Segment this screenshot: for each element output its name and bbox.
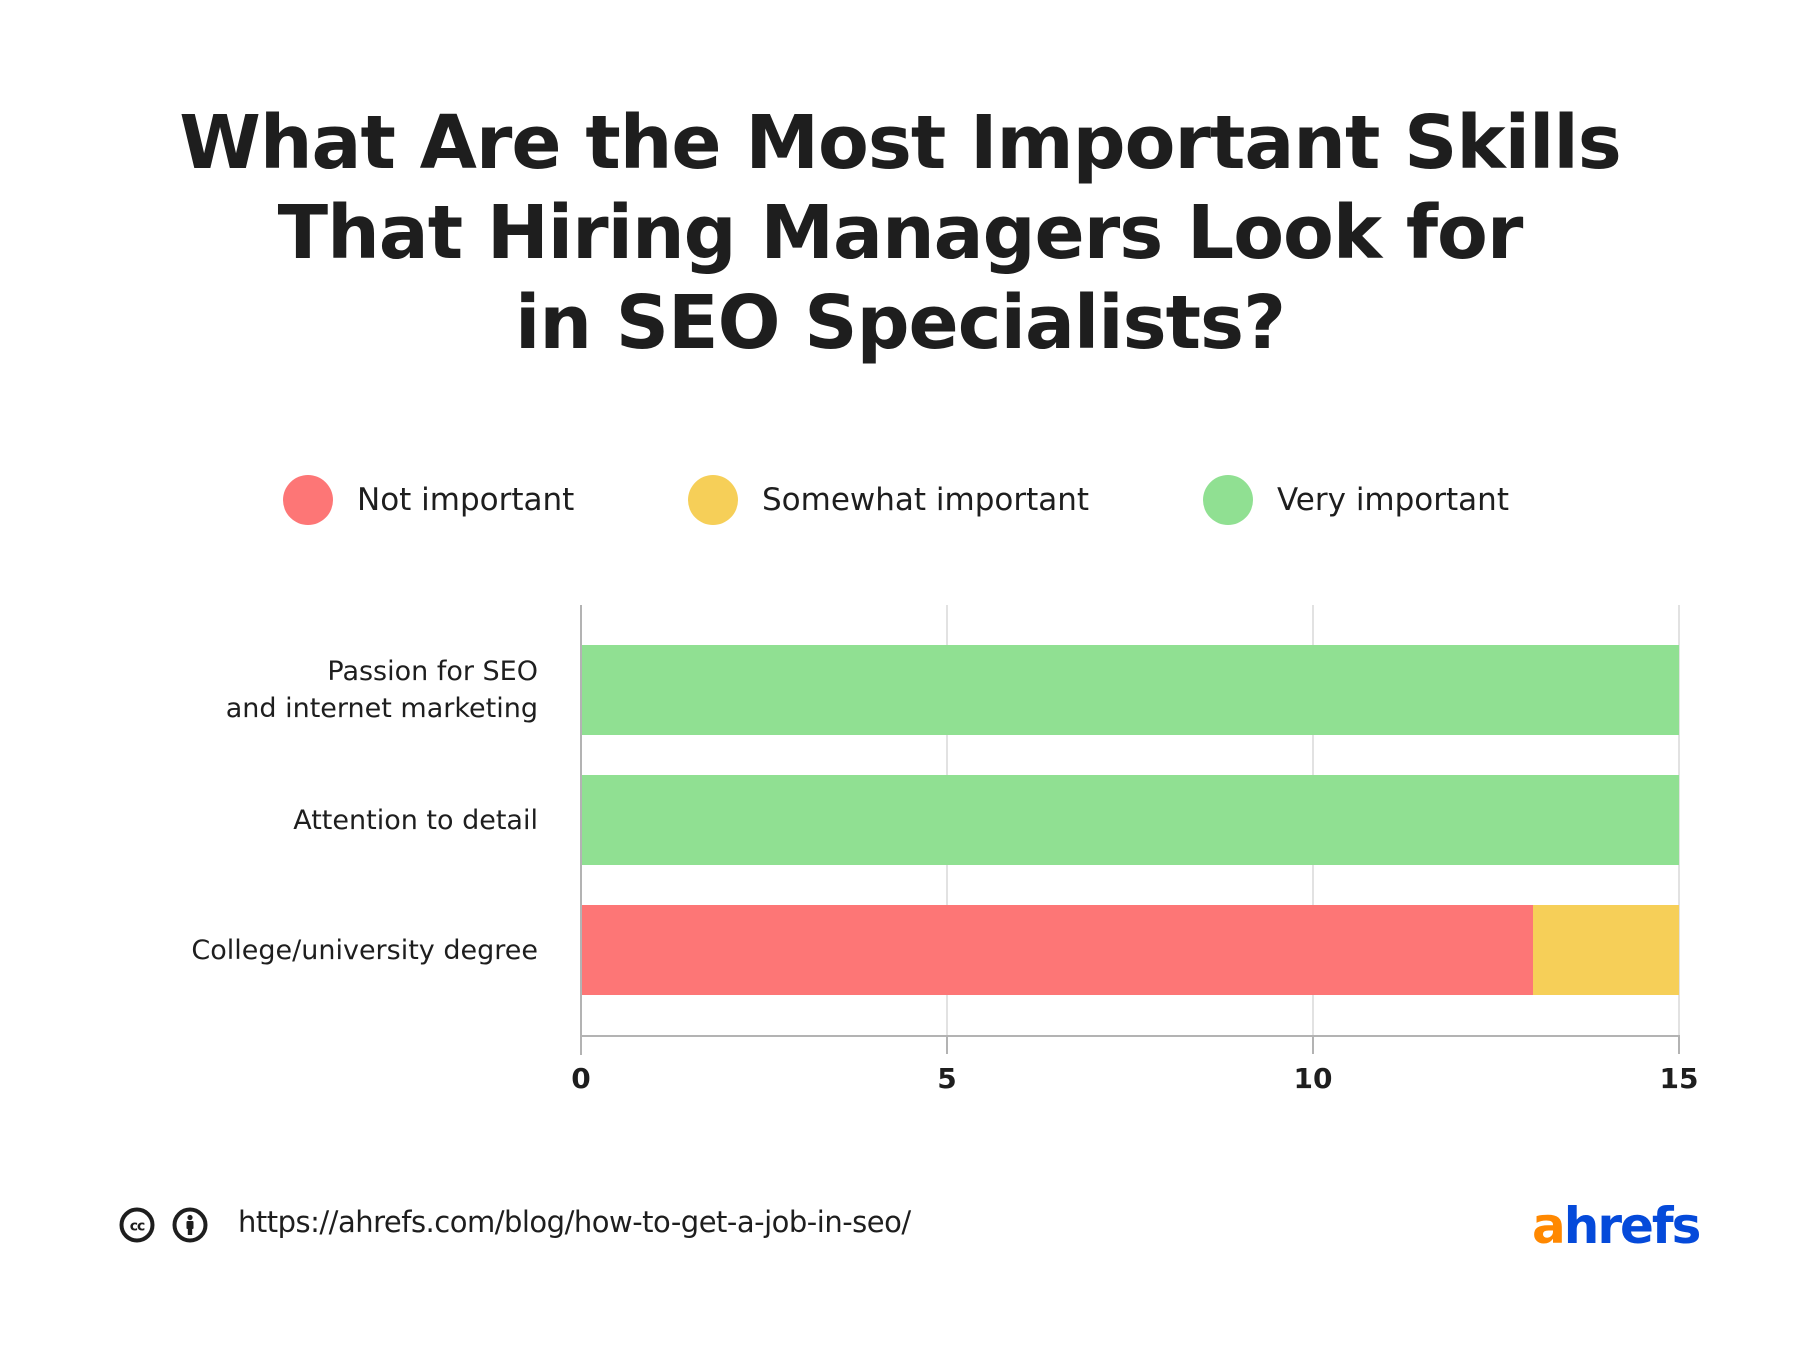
category-label: Attention to detail: [118, 802, 538, 839]
chart-title: What Are the Most Important Skills That …: [0, 98, 1800, 368]
title-line-3: in SEO Specialists?: [514, 280, 1286, 366]
category-label-line: Passion for SEO: [327, 656, 538, 687]
x-tick: [946, 1036, 948, 1054]
legend-item-very-important: Very important: [1203, 475, 1509, 525]
bar-row: [581, 775, 1679, 865]
legend-item-not-important: Not important: [283, 475, 574, 525]
bar-row: [581, 905, 1679, 995]
attribution-icon: [172, 1207, 208, 1243]
source-url[interactable]: https://ahrefs.com/blog/how-to-get-a-job…: [238, 1205, 911, 1239]
x-tick: [580, 1036, 582, 1054]
x-tick: [1678, 1036, 1680, 1054]
gridline: [1678, 605, 1680, 1036]
legend-item-somewhat-important: Somewhat important: [688, 475, 1089, 525]
legend-dot-green-icon: [1203, 475, 1253, 525]
logo-rest: hrefs: [1563, 1197, 1702, 1255]
plot-area: [581, 605, 1680, 1036]
chart-legend: Not important Somewhat important Very im…: [0, 475, 1800, 525]
title-line-2: That Hiring Managers Look for: [277, 190, 1524, 276]
title-line-1: What Are the Most Important Skills: [179, 100, 1621, 186]
x-tick: [1312, 1036, 1314, 1054]
bar-segment-very-important: [581, 645, 1679, 735]
legend-label: Somewhat important: [762, 482, 1090, 518]
bar-segment-somewhat-important: [1532, 905, 1679, 995]
bar-segment-not-important: [581, 905, 1533, 995]
x-axis-line: [581, 1035, 1680, 1037]
ahrefs-logo: ahrefs: [1532, 1196, 1702, 1256]
legend-label: Not important: [357, 482, 575, 518]
bar-row: [581, 645, 1679, 735]
svg-text:cc: cc: [130, 1219, 145, 1235]
category-label-line: Attention to detail: [293, 804, 538, 836]
category-label-line: and internet marketing: [225, 693, 538, 724]
x-tick-label: 5: [937, 1062, 957, 1095]
bar-segment-very-important: [581, 775, 1679, 865]
creative-commons-icon: cc: [119, 1207, 155, 1243]
category-label: College/university degree: [118, 932, 538, 969]
x-tick-label: 10: [1293, 1062, 1333, 1095]
logo-accent: a: [1532, 1197, 1566, 1255]
x-tick-label: 15: [1659, 1062, 1699, 1095]
legend-dot-red-icon: [283, 475, 333, 525]
category-label-line: College/university degree: [191, 934, 538, 966]
category-label: Passion for SEO and internet marketing: [118, 653, 538, 727]
y-axis-line: [580, 605, 582, 1055]
x-tick-label: 0: [571, 1062, 591, 1095]
legend-label: Very important: [1277, 482, 1509, 518]
legend-dot-yellow-icon: [688, 475, 738, 525]
